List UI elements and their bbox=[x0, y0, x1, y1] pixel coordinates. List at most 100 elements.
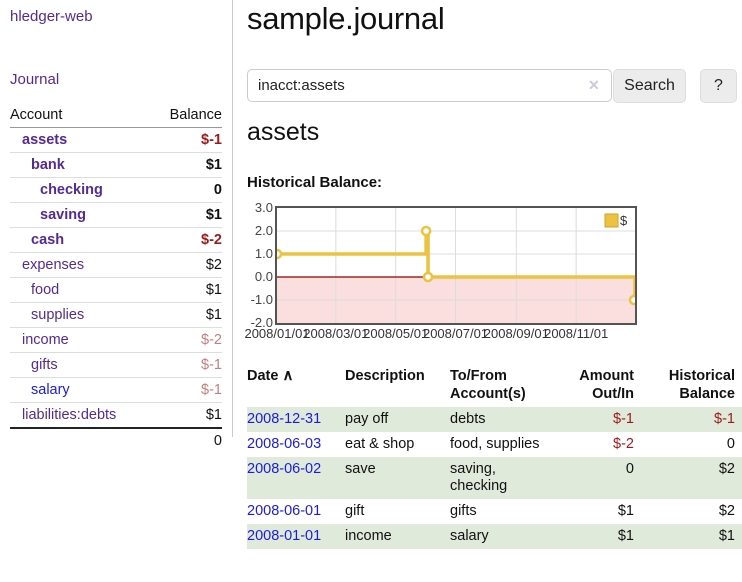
x-axis-tick-label: 2008/01/01 bbox=[244, 326, 310, 341]
account-column-header: Account bbox=[10, 104, 152, 128]
account-link-cash[interactable]: cash bbox=[31, 232, 65, 248]
transaction-description: eat & shop bbox=[345, 436, 415, 452]
account-balance: $-1 bbox=[152, 127, 222, 153]
historical-balance-chart: $ 3.0 2.0 1.0 0.0 -1.0 -2.0 2008/01/01 2008/03/… bbox=[244, 198, 742, 348]
register-row: 2008-06-02 save saving, checking 0 $2 bbox=[247, 457, 742, 499]
account-link-supplies[interactable]: supplies bbox=[31, 307, 85, 323]
transaction-balance: 0 bbox=[726, 436, 735, 452]
y-axis-tick-label: -1.0 bbox=[250, 292, 273, 307]
account-balance: $2 bbox=[152, 252, 222, 278]
search-form: ✕ Search ? bbox=[247, 69, 742, 103]
description-column-header: Description bbox=[345, 368, 425, 384]
account-link-gifts[interactable]: gifts bbox=[31, 357, 58, 373]
y-axis-tick-label: -2.0 bbox=[250, 315, 273, 330]
transaction-date-link[interactable]: 2008-12-31 bbox=[247, 411, 322, 427]
account-heading: assets bbox=[247, 118, 320, 146]
transaction-amount: $1 bbox=[617, 503, 634, 519]
account-balance: 0 bbox=[152, 177, 222, 203]
transaction-accounts: food, supplies bbox=[450, 436, 540, 452]
date-column-header[interactable]: Date ∧ bbox=[247, 367, 294, 384]
account-balance: $-2 bbox=[152, 327, 222, 353]
accounts-table-header: Account Balance bbox=[10, 104, 222, 128]
transaction-date-link[interactable]: 2008-06-02 bbox=[247, 461, 322, 477]
accounts-total-value: 0 bbox=[152, 427, 222, 453]
balance-column-header: Balance bbox=[152, 104, 222, 128]
register-row: 2008-06-03 eat & shop food, supplies $-2… bbox=[247, 432, 742, 457]
register-row: 2008-06-01 gift gifts $1 $2 bbox=[247, 499, 742, 524]
sidebar: hledger-web Journal Account Balance asse… bbox=[0, 0, 233, 453]
y-axis-tick-label: 0.0 bbox=[254, 269, 273, 284]
transaction-description: gift bbox=[345, 503, 365, 519]
y-axis-tick-label: 3.0 bbox=[254, 200, 273, 215]
transaction-date-link[interactable]: 2008-06-01 bbox=[247, 503, 322, 519]
page-title: sample.journal bbox=[247, 1, 445, 36]
account-row-gifts: gifts $-1 bbox=[10, 352, 222, 378]
transaction-amount: $-2 bbox=[613, 436, 634, 452]
transaction-balance: $2 bbox=[718, 503, 735, 519]
account-row-expenses: expenses $2 bbox=[10, 252, 222, 278]
y-axis-tick-label: 1.0 bbox=[254, 246, 273, 261]
sort-ascending-icon: ∧ bbox=[282, 367, 294, 384]
transaction-accounts: salary bbox=[450, 528, 489, 544]
account-row-income: income $-2 bbox=[10, 327, 222, 353]
transaction-accounts: gifts bbox=[450, 503, 477, 519]
transaction-date-link[interactable]: 2008-01-01 bbox=[247, 528, 322, 544]
account-balance: $-1 bbox=[152, 352, 222, 378]
account-row-liabilities-debts: liabilities:debts $1 bbox=[10, 402, 222, 429]
account-row-assets: assets $-1 bbox=[10, 127, 222, 153]
clear-search-icon[interactable]: ✕ bbox=[588, 77, 600, 93]
search-button[interactable]: Search bbox=[613, 69, 686, 103]
x-axis-tick-label: 2008/03/01 bbox=[303, 326, 369, 341]
transaction-amount: $-1 bbox=[613, 411, 634, 427]
app-title-link[interactable]: hledger-web bbox=[10, 8, 93, 25]
accounts-balance-table: Account Balance assets $-1 bank $1 check… bbox=[10, 104, 222, 453]
account-row-food: food $1 bbox=[10, 277, 222, 303]
account-link-bank[interactable]: bank bbox=[31, 157, 65, 173]
search-input[interactable] bbox=[247, 69, 612, 102]
account-link-assets[interactable]: assets bbox=[22, 132, 68, 148]
register-row: 2008-12-31 pay off debts $-1 $-1 bbox=[247, 407, 742, 432]
account-balance: $-2 bbox=[152, 227, 222, 253]
account-link-checking[interactable]: checking bbox=[40, 182, 103, 198]
account-row-supplies: supplies $1 bbox=[10, 302, 222, 328]
x-axis-tick-label: 2008/07/01 bbox=[422, 326, 489, 341]
account-link-food[interactable]: food bbox=[31, 282, 60, 298]
help-button[interactable]: ? bbox=[700, 69, 737, 103]
account-row-saving: saving $1 bbox=[10, 202, 222, 228]
transaction-date-link[interactable]: 2008-06-03 bbox=[247, 436, 322, 452]
chart-plot-area: $ bbox=[275, 206, 637, 325]
account-link-salary[interactable]: salary bbox=[31, 382, 70, 398]
account-row-cash: cash $-2 bbox=[10, 227, 222, 253]
account-row-salary: salary $-1 bbox=[10, 377, 222, 403]
account-balance: $1 bbox=[152, 402, 222, 429]
account-balance: $1 bbox=[152, 202, 222, 228]
x-axis-tick-label: 2008/05/01 bbox=[363, 326, 429, 341]
account-row-checking: checking 0 bbox=[10, 177, 222, 203]
amount-column-header: Amount Out/In bbox=[579, 368, 634, 402]
account-link-expenses[interactable]: expenses bbox=[22, 257, 85, 273]
transaction-balance: $1 bbox=[718, 528, 735, 544]
chart-heading: Historical Balance: bbox=[247, 174, 383, 191]
accounts-column-header: To/From Account(s) bbox=[450, 368, 526, 402]
transaction-description: save bbox=[345, 461, 376, 477]
account-link-saving[interactable]: saving bbox=[40, 207, 86, 223]
sidebar-item-journal[interactable]: Journal bbox=[10, 71, 60, 88]
transaction-balance: $2 bbox=[718, 461, 735, 477]
main-content: sample.journal ✕ Search ? assets Histori… bbox=[244, 0, 742, 582]
account-balance: $-1 bbox=[152, 377, 222, 403]
transaction-amount: 0 bbox=[625, 461, 634, 477]
x-axis-tick-label: 2008/11/01 bbox=[544, 326, 609, 341]
account-link-income[interactable]: income bbox=[22, 332, 69, 348]
transaction-accounts: saving, checking bbox=[450, 461, 508, 494]
account-balance: $1 bbox=[152, 302, 222, 328]
account-balance: $1 bbox=[152, 152, 222, 178]
transaction-description: income bbox=[345, 528, 392, 544]
account-row-bank: bank $1 bbox=[10, 152, 222, 178]
accounts-total-row: 0 bbox=[10, 427, 222, 453]
account-link-liabilities-debts[interactable]: liabilities:debts bbox=[22, 407, 117, 423]
x-axis-tick-label: 2008/09/01 bbox=[483, 326, 549, 341]
register-table: Date ∧ Description To/From Account(s) Am… bbox=[247, 361, 742, 549]
transaction-accounts: debts bbox=[450, 411, 486, 427]
transaction-balance: $-1 bbox=[714, 411, 735, 427]
account-balance: $1 bbox=[152, 277, 222, 303]
